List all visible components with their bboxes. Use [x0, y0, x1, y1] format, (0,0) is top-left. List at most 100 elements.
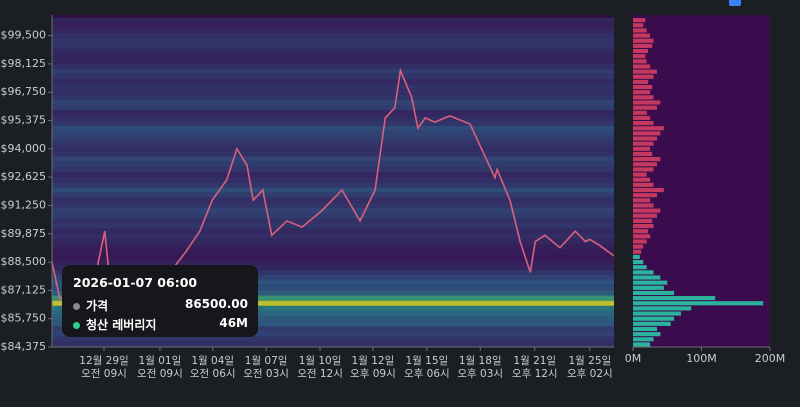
row-label: 가격: [86, 299, 109, 313]
profile-bar: [633, 285, 664, 290]
profile-bar: [633, 182, 654, 187]
heat-band: [52, 264, 614, 270]
profile-bar: [633, 254, 640, 259]
profile-bar: [633, 95, 654, 100]
profile-bar: [633, 172, 647, 177]
heat-band: [52, 105, 614, 111]
y-tick-label: $92,625: [1, 170, 47, 183]
heat-band: [52, 33, 614, 39]
heat-band: [52, 192, 614, 198]
x-tick-label: 200M: [755, 352, 786, 365]
heat-band: [52, 110, 614, 116]
profile-bar: [633, 115, 651, 121]
heat-band: [52, 244, 614, 250]
heat-band: [52, 94, 614, 100]
profile-bar: [633, 90, 651, 95]
heat-band: [52, 305, 614, 311]
x-tick-label: 1월 25일 오후 02시: [566, 355, 613, 380]
heat-band: [52, 58, 614, 64]
y-tick-label: $87,125: [1, 283, 47, 296]
heat-band: [52, 171, 614, 178]
profile-bar: [633, 306, 692, 311]
profile-bar: [633, 311, 681, 316]
heat-band: [52, 300, 614, 306]
profile-bar: [633, 177, 651, 182]
heat-band: [52, 336, 614, 342]
profile-bar: [633, 270, 654, 275]
profile-bar: [633, 141, 654, 146]
heat-band: [52, 213, 614, 219]
profile-bar: [633, 301, 764, 306]
heat-band: [52, 331, 614, 337]
tooltip: 2026-01-07 06:00 가격 86500.00 청산 레버리지 46M: [62, 265, 258, 337]
heat-band: [52, 156, 614, 162]
heat-band: [52, 151, 614, 157]
profile-bar: [633, 290, 675, 296]
heat-band: [52, 249, 614, 255]
heat-band: [52, 182, 614, 188]
x-tick-label: 1월 15일 오후 06시: [404, 355, 450, 380]
profile-bar: [633, 126, 664, 131]
profile-bar: [633, 162, 657, 167]
profile-bar: [633, 316, 675, 321]
checkbox[interactable]: [729, 0, 741, 6]
profile-bar: [633, 64, 651, 69]
profile-bar: [633, 151, 653, 157]
heat-band: [52, 74, 614, 80]
x-tick-label: 1월 21일 오후 12시: [511, 355, 558, 380]
profile-bar: [633, 105, 657, 110]
profile-bar: [633, 100, 661, 105]
profile-bar: [633, 223, 654, 229]
heat-band: [52, 141, 614, 147]
profile-bar: [633, 342, 651, 347]
heat-band: [52, 48, 614, 54]
heat-band: [52, 17, 614, 23]
profile-bar: [633, 218, 653, 223]
profile-bar: [633, 239, 647, 244]
y-tick-label: $91,250: [1, 198, 47, 211]
profile-bar: [633, 69, 657, 74]
profile-bar: [633, 84, 653, 90]
y-tick-label: $98,125: [1, 57, 47, 70]
y-tick-label: $94,000: [1, 142, 47, 155]
heat-band: [52, 161, 614, 167]
heat-band: [52, 208, 614, 214]
heat-band: [52, 295, 614, 301]
heat-band: [52, 326, 614, 332]
profile-bar: [633, 198, 651, 203]
x-tick-label: 1월 01일 오전 09시: [137, 355, 183, 380]
profile-bar: [633, 213, 657, 218]
tooltip-row: 가격 86500.00: [73, 297, 248, 313]
x-tick-label: 100M: [686, 352, 717, 365]
profile-bar: [633, 193, 657, 198]
heat-band: [52, 290, 614, 296]
heat-band: [52, 259, 614, 265]
profile-bar: [633, 33, 651, 38]
profile-bar: [633, 136, 657, 141]
profile-bar: [633, 110, 647, 115]
heat-band: [52, 115, 614, 121]
heat-band: [52, 187, 614, 193]
profile-bar: [633, 208, 661, 213]
heat-band: [52, 99, 614, 106]
y-tick-label: $88,500: [1, 255, 47, 268]
heat-band: [52, 202, 614, 209]
heatmap: [52, 17, 614, 347]
profile-bar: [633, 203, 654, 208]
heat-band: [52, 146, 614, 152]
profile-bar: [633, 265, 647, 270]
heat-band: [52, 84, 614, 90]
heat-band: [52, 69, 614, 75]
heat-band: [52, 316, 614, 322]
heat-band: [52, 27, 614, 34]
x-tick-label: 0M: [625, 352, 642, 365]
heat-band: [52, 341, 614, 347]
heat-band: [52, 218, 614, 224]
profile-bar: [633, 326, 657, 332]
heat-band: [52, 166, 614, 172]
heat-band: [52, 233, 614, 239]
heat-band: [52, 79, 614, 85]
profile-bar: [633, 244, 644, 249]
tooltip-title: 2026-01-07 06:00: [73, 275, 198, 290]
